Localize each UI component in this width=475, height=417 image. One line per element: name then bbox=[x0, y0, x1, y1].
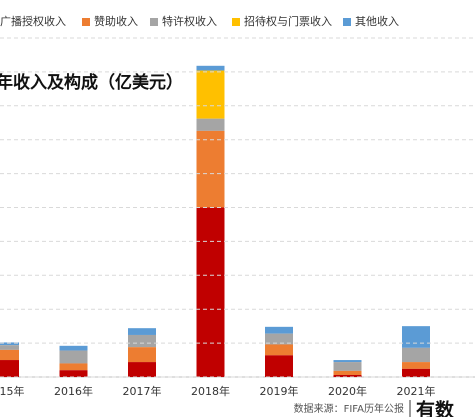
bar-segment bbox=[0, 342, 19, 346]
legend-swatch bbox=[82, 18, 90, 26]
bar-segment bbox=[402, 362, 430, 369]
bar-segment bbox=[333, 362, 362, 371]
bar-segment bbox=[402, 326, 430, 348]
bar-segment bbox=[128, 362, 156, 377]
legend-label: 广播授权收入 bbox=[0, 14, 66, 28]
legend-label: 其他收入 bbox=[355, 14, 399, 28]
x-tick-label: 2020年 bbox=[328, 384, 367, 398]
bar-segment bbox=[333, 374, 362, 377]
bar-segment bbox=[59, 363, 88, 371]
x-tick-label: 2016年 bbox=[54, 384, 93, 398]
legend-swatch bbox=[343, 18, 351, 26]
bar-segment bbox=[0, 349, 19, 361]
x-tick-label: 2021年 bbox=[397, 384, 436, 398]
x-tick-label: 2015年 bbox=[0, 384, 25, 398]
bar-segment bbox=[128, 334, 156, 348]
legend-swatch bbox=[232, 18, 240, 26]
legend-swatch bbox=[150, 18, 158, 26]
x-tick-label: 2018年 bbox=[191, 384, 230, 398]
bar-segment bbox=[196, 118, 225, 131]
bar-segment bbox=[196, 70, 225, 119]
source: 数据来源：FIFA历年公报 bbox=[294, 402, 404, 415]
bar-segment bbox=[59, 350, 88, 364]
bar-segment bbox=[0, 345, 19, 350]
bar-segment bbox=[59, 370, 88, 377]
legend-label: 特许权收入 bbox=[162, 14, 217, 28]
bar-segment bbox=[128, 347, 156, 363]
legend-label: 招待权与门票收入 bbox=[244, 14, 332, 28]
bar-segment bbox=[196, 130, 225, 208]
bar-segment bbox=[402, 368, 430, 377]
bar-segment bbox=[265, 344, 293, 356]
logo: 有数 bbox=[416, 399, 455, 417]
bar-segment bbox=[402, 347, 430, 363]
chart-title: 历年收入及构成（亿美元） bbox=[0, 72, 183, 93]
bar-segment bbox=[0, 360, 19, 377]
bar-segment bbox=[333, 360, 362, 363]
bar-segment bbox=[333, 370, 362, 375]
legend-label: 赞助收入 bbox=[94, 14, 138, 28]
bar-segment bbox=[265, 333, 293, 345]
bar-segment bbox=[196, 207, 225, 377]
x-tick-label: 2019年 bbox=[260, 384, 299, 398]
bar-segment bbox=[196, 65, 225, 71]
bar-segment bbox=[265, 326, 293, 334]
x-tick-label: 2017年 bbox=[123, 384, 162, 398]
bar-segment bbox=[128, 328, 156, 335]
bar-segment bbox=[265, 355, 293, 377]
bar-segment bbox=[59, 345, 88, 351]
